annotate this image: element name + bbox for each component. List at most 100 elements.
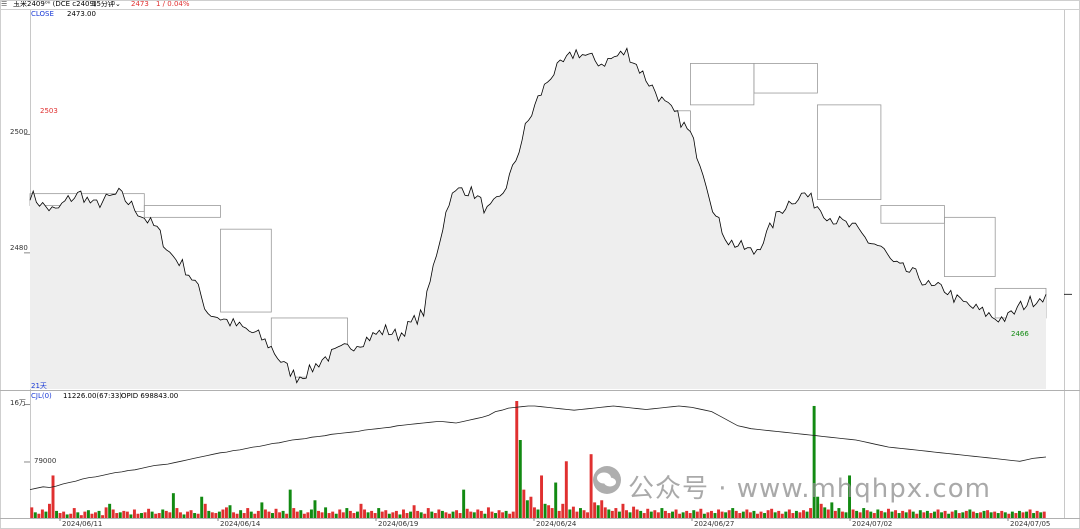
high-label: 2503	[40, 107, 58, 115]
volume-bar	[465, 508, 469, 518]
volume-bar	[741, 511, 745, 518]
period-label[interactable]: 15分钟	[92, 0, 115, 8]
volume-bar	[724, 512, 728, 518]
volume-bar	[844, 512, 848, 518]
vol-tick-79000: 79000	[34, 457, 57, 465]
volume-bar	[239, 510, 243, 518]
chevron-down-icon[interactable]: ⌄	[115, 0, 121, 8]
volume-bar	[225, 507, 228, 518]
volume-bar	[1032, 513, 1036, 518]
volume-bar	[200, 496, 204, 518]
opid-value: OPID 698843.00	[121, 392, 179, 400]
volume-bar	[557, 510, 561, 518]
volume-bar	[586, 512, 590, 518]
volume-bar	[1010, 511, 1014, 518]
volume-bar	[663, 510, 667, 518]
volume-bar	[540, 475, 544, 518]
volume-bar	[547, 505, 551, 518]
volume-bar	[189, 510, 193, 518]
volume-bar	[568, 509, 572, 518]
volume-bar	[497, 510, 501, 518]
volume-bar	[363, 509, 367, 518]
volume-bar	[274, 508, 278, 518]
volume-bar	[455, 510, 459, 518]
y-tick-2480: 2480	[10, 244, 28, 252]
volume-bar	[51, 475, 55, 518]
volume-bar	[426, 508, 430, 518]
volume-bar	[667, 513, 671, 518]
volume-bar	[614, 508, 618, 518]
volume-bar	[154, 513, 158, 518]
volume-bar	[706, 512, 710, 518]
wechat-icon	[593, 466, 621, 494]
volume-bar	[278, 512, 282, 518]
volume-bar	[228, 505, 232, 518]
volume-bar	[515, 401, 519, 518]
volume-bar	[55, 510, 59, 518]
volume-bar	[794, 510, 798, 518]
price-change: 1 / 0.04%	[156, 0, 190, 8]
volume-bar	[805, 511, 809, 518]
volume-bar	[979, 512, 982, 518]
volume-bar	[851, 509, 855, 518]
volume-bar	[809, 508, 813, 518]
volume-indicator-label[interactable]: CJL(0)	[31, 392, 52, 400]
volume-bar	[302, 513, 306, 518]
volume-bar	[607, 509, 611, 518]
volume-bar	[331, 511, 335, 518]
volume-bar	[412, 505, 416, 518]
volume-bar	[405, 513, 409, 518]
volume-bar	[490, 511, 494, 518]
volume-bar	[402, 509, 405, 518]
volume-bar	[727, 510, 731, 518]
volume-bar	[763, 513, 767, 518]
volume-bar	[508, 513, 512, 518]
volume-bar	[416, 510, 420, 518]
volume-bar	[178, 512, 182, 518]
volume-bar	[317, 510, 320, 518]
volume-bar	[69, 513, 73, 518]
range-box	[143, 205, 221, 218]
volume-bar	[44, 511, 48, 518]
volume-bar	[890, 511, 894, 518]
volume-bar	[182, 514, 186, 518]
volume-bar	[451, 511, 455, 518]
symbol-label[interactable]: 玉米2409⁰ⁿ (DCE c2409)	[13, 0, 97, 8]
volume-bar	[901, 510, 905, 518]
volume-bar	[943, 510, 947, 518]
volume-bar	[1042, 511, 1046, 518]
volume-bar	[777, 510, 781, 518]
volume-bar	[94, 512, 97, 518]
volume-bar	[600, 500, 604, 518]
close-indicator-label[interactable]: CLOSE	[31, 10, 54, 18]
volume-bar	[855, 510, 859, 518]
volume-bar	[989, 512, 993, 518]
volume-bar	[933, 511, 936, 518]
volume-bar	[879, 510, 883, 518]
volume-bar	[37, 513, 41, 518]
volume-bar	[784, 511, 788, 518]
x-tick-label: 2024/06/19	[378, 520, 419, 528]
volume-bar	[798, 512, 802, 518]
volume-bar	[249, 511, 253, 518]
price-area	[30, 48, 1046, 390]
last-price: 2473	[131, 0, 149, 8]
volume-bar	[625, 510, 628, 518]
volume-bar	[908, 509, 912, 518]
volume-bar	[62, 511, 66, 518]
volume-bar	[90, 513, 94, 518]
volume-bar	[752, 510, 756, 518]
volume-bar	[30, 507, 34, 518]
volume-bar	[260, 502, 264, 518]
volume-bar	[348, 510, 352, 518]
volume-bar	[299, 510, 303, 518]
volume-bar	[731, 508, 735, 518]
volume-bar	[848, 475, 851, 518]
volume-bar	[632, 506, 636, 518]
volume-bar	[419, 512, 423, 518]
volume-bar	[830, 502, 834, 518]
x-tick-label: 2024/06/11	[62, 520, 103, 528]
volume-bar	[897, 513, 901, 518]
menu-icon[interactable]: ☰	[1, 0, 8, 8]
